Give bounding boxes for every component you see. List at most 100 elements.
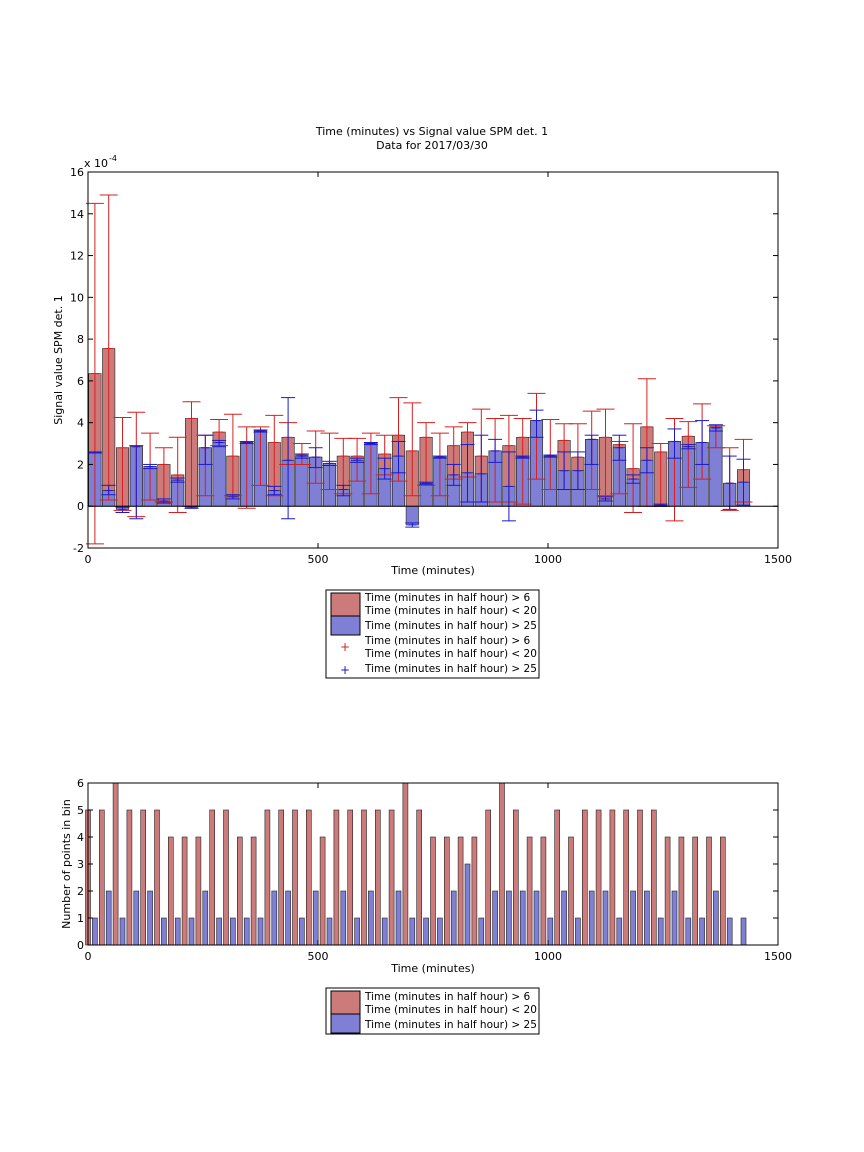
count-bar-blue <box>409 917 416 946</box>
count-bar-red <box>402 782 409 946</box>
count-bar-red <box>374 809 381 946</box>
count-bar-red <box>430 836 436 946</box>
count-bar-red <box>319 836 326 946</box>
count-bar-red <box>99 809 105 946</box>
error-bar-red <box>513 417 532 505</box>
count-bar-blue <box>437 917 443 946</box>
count-bar-blue <box>174 917 181 946</box>
error-bar-blue <box>543 454 558 458</box>
y-tick-label: 12 <box>70 250 84 263</box>
count-bar-red <box>416 809 423 946</box>
count-bar-blue <box>602 890 609 946</box>
legend-entry: Time (minutes in half hour) < 20 <box>364 648 537 660</box>
error-bar-blue <box>639 447 654 474</box>
x-tick-label: 0 <box>85 553 92 566</box>
count-bar-red <box>692 836 699 946</box>
bar-blue <box>212 442 226 507</box>
legend-entry-bottom: Time (minutes in half hour) < 20 <box>364 1004 537 1016</box>
count-bar-blue <box>713 890 719 946</box>
y-tick-label: 0 <box>77 500 84 513</box>
error-bar-blue <box>350 457 365 463</box>
error-bar-blue <box>377 457 392 480</box>
count-bar-blue <box>133 890 140 946</box>
count-bar-red <box>706 836 712 946</box>
y-axis-ticks: -2 0 2 4 6 8 10 12 14 16 <box>70 166 778 555</box>
legend-box-bottom <box>325 987 540 1035</box>
count-bar-red <box>512 809 519 946</box>
signal-bars <box>88 348 751 526</box>
error-bar-blue <box>143 463 158 470</box>
count-bar-blue <box>257 917 264 946</box>
count-bar-red <box>388 809 395 946</box>
count-bar-red <box>719 836 726 946</box>
y-exponent-power: -4 <box>109 154 117 163</box>
count-bar-blue <box>340 890 347 946</box>
count-bar-blue <box>478 917 485 946</box>
count-bar-blue <box>630 890 636 946</box>
count-bar-blue <box>575 917 581 946</box>
error-bar-blue <box>239 440 254 445</box>
count-bar-red <box>443 836 450 946</box>
bar-blue <box>405 505 419 526</box>
count-bar-blue <box>519 890 526 946</box>
count-bar-red <box>595 809 602 946</box>
legend-entry-bottom: Time (minutes in half hour) > 25 <box>364 1019 537 1031</box>
count-bar-red <box>126 809 133 946</box>
count-bar-red <box>581 809 588 946</box>
count-bar-red <box>112 782 119 946</box>
y-tick-label: 6 <box>77 777 84 790</box>
x-axis-ticks-bottom: 0 500 1000 1500 <box>85 783 792 963</box>
x-axis-ticks: 0 500 1000 1500 <box>85 172 792 566</box>
count-bars <box>85 782 747 946</box>
count-bar-red <box>209 809 215 946</box>
y-tick-label: 2 <box>77 885 84 898</box>
count-bar-blue <box>285 890 291 946</box>
error-bar-blue <box>708 424 723 432</box>
count-bar-blue <box>147 890 153 946</box>
count-bar-red <box>168 836 174 946</box>
legend-entry: Time (minutes in half hour) > 6 <box>364 592 531 604</box>
count-bar-blue <box>326 917 333 946</box>
count-bar-red <box>609 809 616 946</box>
error-bar-blue <box>363 442 378 446</box>
chart-subtitle: Data for 2017/03/30 <box>376 139 488 152</box>
error-bar-blue <box>488 438 503 463</box>
error-bar-blue <box>474 434 489 503</box>
legend-entry-bottom: Time (minutes in half hour) > 6 <box>364 991 531 1003</box>
count-bar-blue <box>423 917 429 946</box>
x-tick-label: 1000 <box>534 553 562 566</box>
count-chart: 0 1 2 3 4 5 6 0 500 1000 1500 Time (minutes) Numb… <box>60 777 792 1035</box>
count-bar-red <box>678 836 685 946</box>
count-bar-blue <box>161 917 167 946</box>
count-bar-blue <box>395 890 402 946</box>
count-bar-red <box>568 836 574 946</box>
legend-entry: Time (minutes in half hour) > 25 <box>364 663 537 675</box>
error-bar-blue <box>722 455 737 510</box>
error-bar-blue <box>115 506 130 513</box>
count-bar-blue <box>299 917 305 946</box>
error-bar-red <box>99 194 118 501</box>
error-bar-blue <box>294 453 309 459</box>
count-bar-red <box>264 809 271 946</box>
error-bar-blue <box>695 420 710 465</box>
count-bar-blue <box>588 890 595 946</box>
count-bar-red <box>347 809 354 946</box>
legend-box <box>325 589 540 679</box>
error-bar-blue <box>432 455 447 459</box>
count-bar-blue <box>368 890 374 946</box>
error-bar-blue <box>87 451 102 454</box>
count-bar-blue <box>657 917 664 946</box>
y-tick-label: 14 <box>70 208 84 221</box>
count-bar-blue <box>105 890 112 946</box>
count-bar-red <box>540 836 547 946</box>
y-axis-ticks-bottom: 0 1 2 3 4 5 6 <box>77 777 778 952</box>
error-bar-blue <box>570 451 585 491</box>
x-axis-label-bottom: Time (minutes) <box>390 962 475 975</box>
legend-swatch-blue <box>330 615 361 636</box>
error-bar-blue <box>557 451 572 491</box>
error-bar-red <box>679 421 698 488</box>
error-bar-blue <box>681 444 696 450</box>
count-bar-blue <box>450 890 457 946</box>
error-bar-red <box>417 422 436 486</box>
count-bar-blue <box>699 917 705 946</box>
